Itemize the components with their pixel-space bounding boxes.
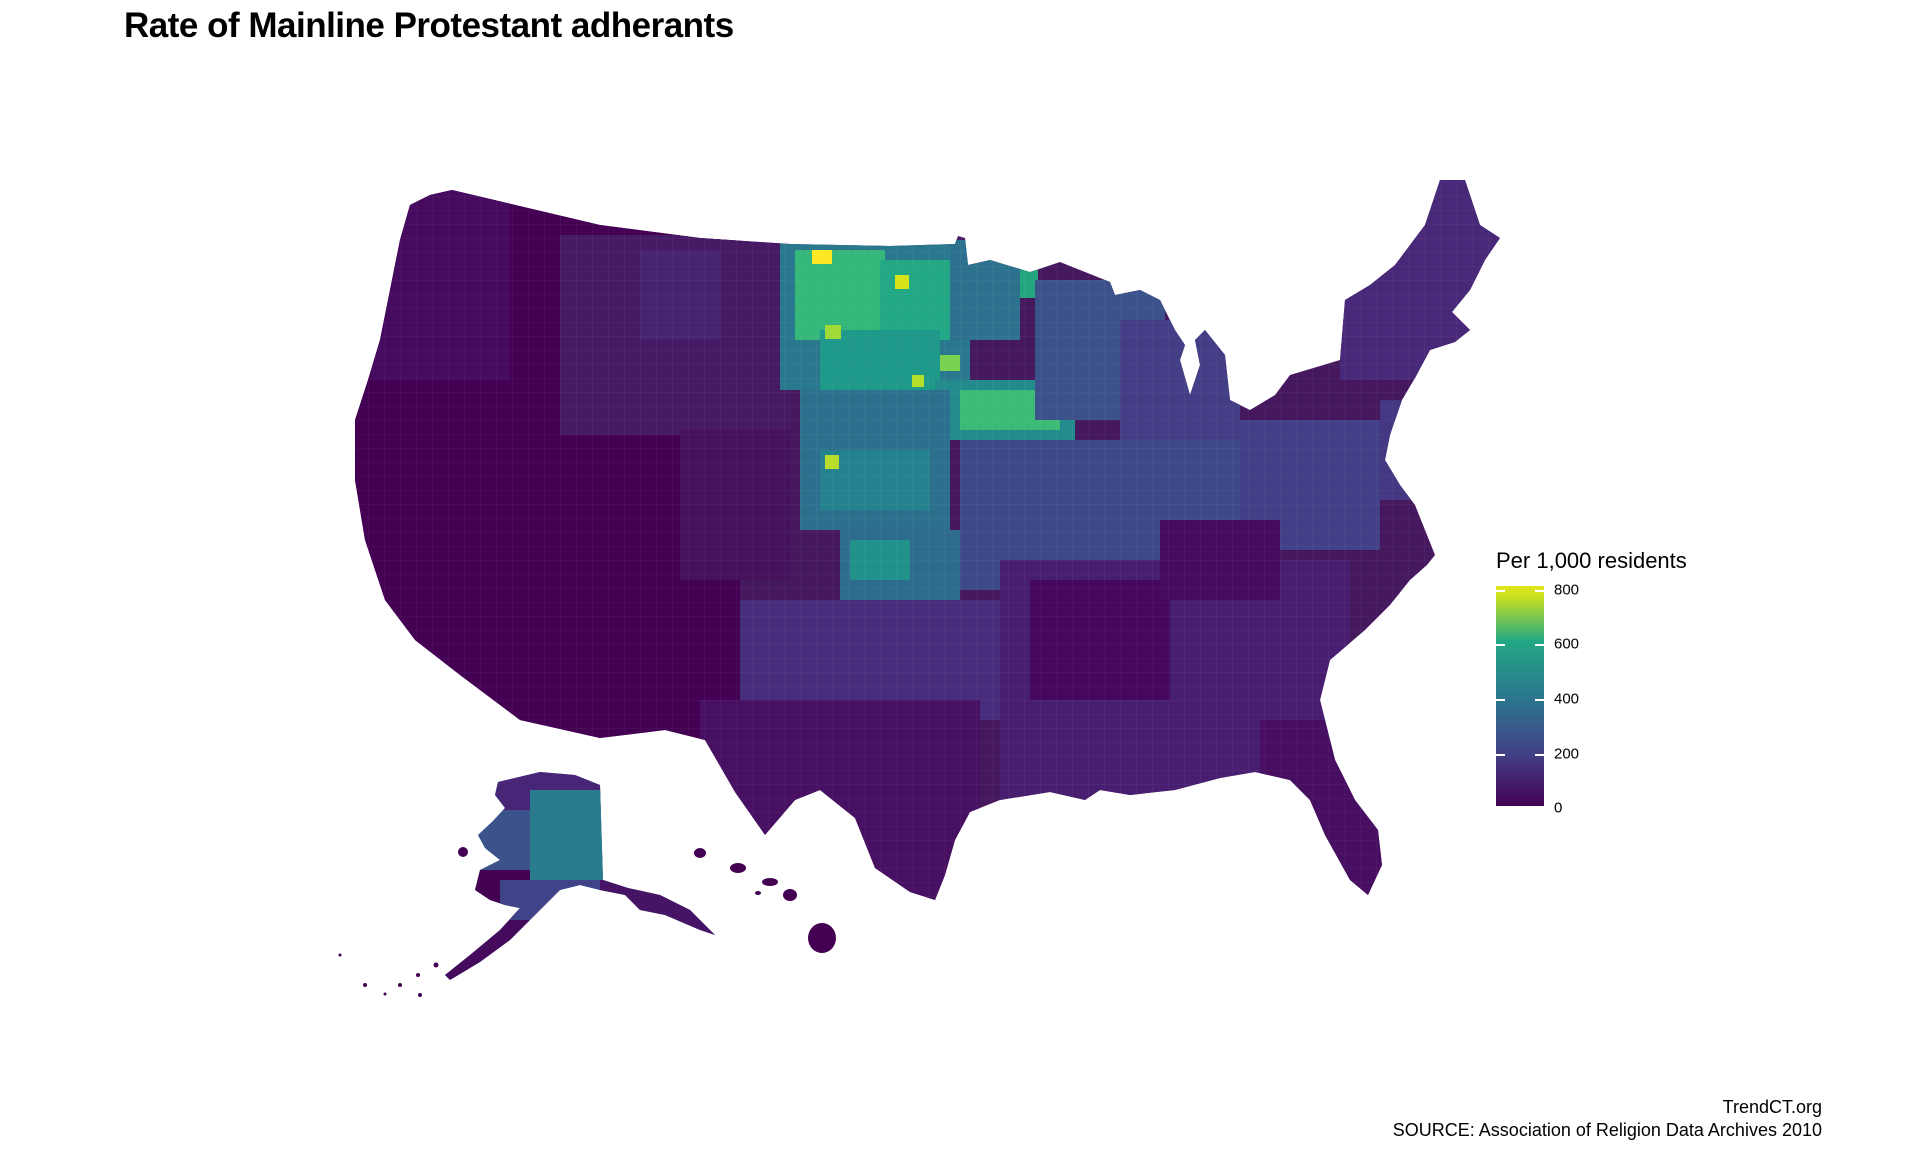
- legend-tick-label: 200: [1554, 745, 1580, 763]
- map-title: Rate of Mainline Protestant adherants: [124, 6, 734, 45]
- legend-body: 800 600 400 200 0: [1496, 581, 1656, 817]
- caption-source: SOURCE: Association of Religion Data Arc…: [1392, 1120, 1822, 1140]
- aleutian-islands: [338, 847, 468, 997]
- caption: TrendCT.org SOURCE: Association of Relig…: [1393, 1096, 1822, 1142]
- legend-colorbar: [1496, 586, 1544, 806]
- legend-tick-label: 800: [1554, 581, 1580, 599]
- color-legend: Per 1,000 residents 800 600 400 200 0: [1496, 548, 1687, 817]
- legend-title: Per 1,000 residents: [1496, 548, 1687, 573]
- legend-tick-label: 600: [1554, 635, 1580, 653]
- alaska-regions: [445, 772, 715, 980]
- hawaii-islands: [694, 848, 836, 953]
- legend-tick-label: 400: [1554, 690, 1580, 708]
- legend-tick-label: 0: [1554, 799, 1563, 817]
- caption-site: TrendCT.org: [1722, 1097, 1822, 1117]
